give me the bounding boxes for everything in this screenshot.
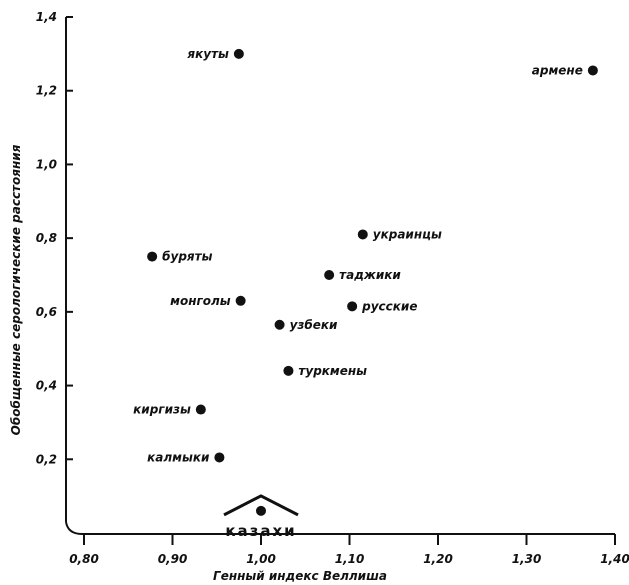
point-монголы [235,295,246,306]
point-украинцы [357,229,368,240]
point-label: туркмены [298,364,367,378]
point-туркмены [283,365,294,376]
point-якуты [233,48,244,59]
point-label: таджики [339,268,401,282]
point-label: якуты [186,47,229,61]
point-label: монголы [170,294,231,308]
reference-point [256,505,266,516]
point-label: армене [532,63,583,77]
point-калмыки [214,452,225,463]
x-tick-label: 1,20 [423,552,453,566]
y-tick-label: 1,4 [36,10,57,24]
y-tick-label: 0,8 [36,231,57,245]
ticks: 0,2 0,4 0,6 0,8 1,0 1,2 1,4 0,80 0,90 1,00 1,10 1,2… [36,10,629,566]
y-tick-label: 1,2 [36,84,57,98]
point-label: буряты [162,250,212,264]
point-армене [587,65,598,76]
y-tick-label: 0,4 [36,379,57,393]
x-tick-label: 0,80 [69,552,99,566]
x-tick-label: 1,40 [600,552,629,566]
y-axis-title: Обобщенные серологические расстояния [9,144,23,435]
x-axis-title: Генный индекс Веллиша [213,569,387,583]
point-киргизы [195,404,206,415]
point-label: киргизы [133,403,191,417]
point-буряты [147,251,158,262]
x-tick-label: 1,00 [246,552,276,566]
point-label: украинцы [373,227,442,241]
point-узбеки [274,319,285,330]
point-label: калмыки [147,450,210,464]
x-tick-label: 0,90 [158,552,188,566]
point-таджики [324,270,335,280]
x-tick-label: 1,30 [512,552,542,566]
data-points: якуты армене украинцы таджики буряты монголы р… [133,47,598,540]
point-label: узбеки [290,318,338,332]
point-label: русские [361,299,417,313]
y-tick-label: 0,2 [36,452,57,466]
axis-corner [65,521,83,535]
y-tick-label: 0,6 [36,305,57,319]
reference-label: казахи [225,522,296,540]
point-русские [347,301,358,312]
y-tick-label: 1,0 [36,157,57,171]
reference-chevron [223,494,299,517]
x-tick-label: 1,10 [335,552,365,566]
